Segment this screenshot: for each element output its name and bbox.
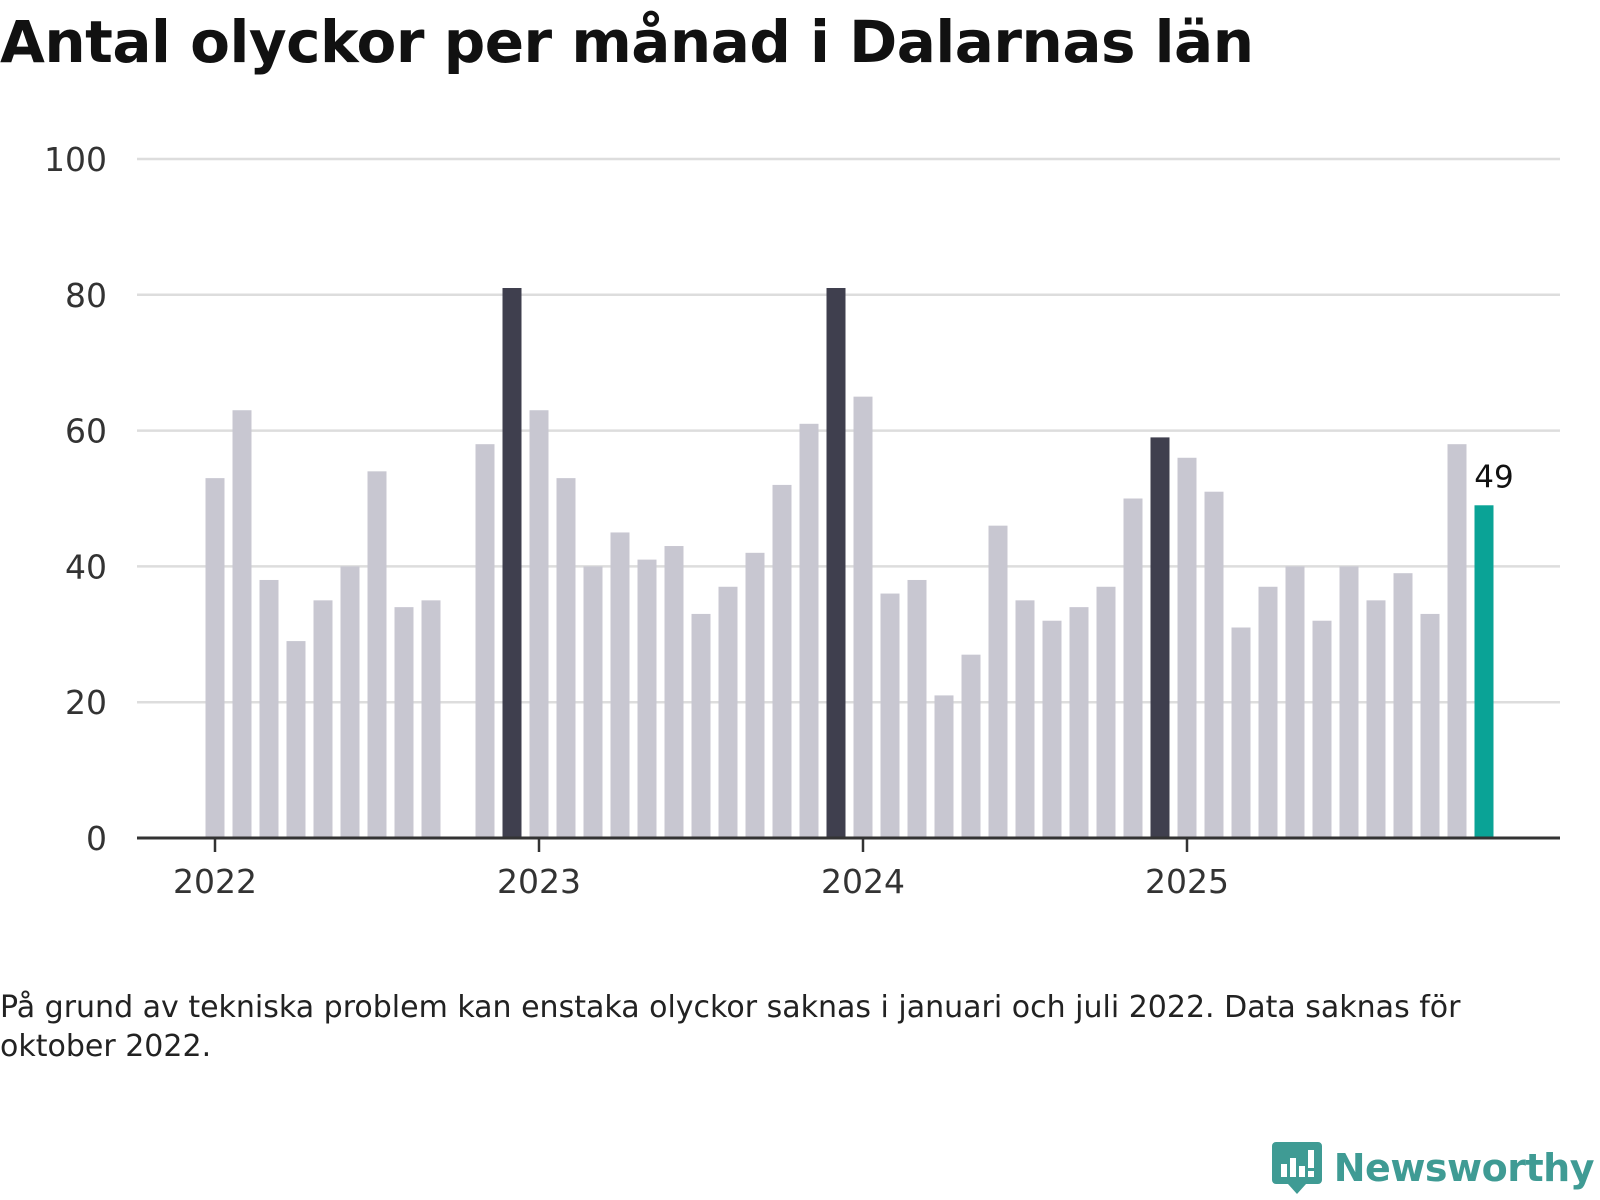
y-tick-label: 20 <box>65 683 107 722</box>
bar-2025-02[interactable] <box>1204 491 1224 838</box>
bar-2022-01[interactable] <box>205 478 225 838</box>
bar-2024-07[interactable] <box>1015 600 1035 838</box>
bar-2022-02[interactable] <box>232 410 252 838</box>
latest-value-label: 49 <box>1474 459 1513 495</box>
bar-2023-09[interactable] <box>745 552 765 838</box>
x-tick-label: 2024 <box>821 862 905 901</box>
bar-2024-10[interactable] <box>1096 586 1116 838</box>
bar-2024-11[interactable] <box>1123 498 1143 839</box>
y-tick-label: 80 <box>65 276 107 315</box>
bar-2024-05[interactable] <box>961 654 981 838</box>
bar-2022-11[interactable] <box>475 444 495 838</box>
bar-2023-11[interactable] <box>799 423 819 838</box>
bar-2023-04[interactable] <box>610 532 630 838</box>
bar-2023-10[interactable] <box>772 484 792 838</box>
x-tick-label: 2025 <box>1145 862 1229 901</box>
bar-2023-12[interactable] <box>826 288 846 838</box>
brand-name: Newsworthy <box>1333 1146 1595 1190</box>
y-tick-label: 60 <box>65 412 107 451</box>
bar-2025-06[interactable] <box>1312 620 1332 838</box>
bar-2023-06[interactable] <box>664 546 684 838</box>
bar-2025-09[interactable] <box>1393 573 1413 838</box>
bar-2024-08[interactable] <box>1042 620 1062 838</box>
x-tick-label: 2022 <box>173 862 257 901</box>
y-tick-label: 0 <box>86 819 107 858</box>
bar-2025-05[interactable] <box>1285 566 1305 838</box>
footnote: På grund av tekniska problem kan enstaka… <box>0 990 1461 1064</box>
newsworthy-logo-icon <box>1271 1142 1322 1194</box>
bar-2022-09[interactable] <box>421 600 441 838</box>
bar-2022-08[interactable] <box>394 607 414 838</box>
bar-chart: 0 20 40 60 80 100 2022 2023 2024 2025 49 <box>44 140 1560 901</box>
bar-2024-04[interactable] <box>934 695 954 838</box>
bar-2024-06[interactable] <box>988 525 1008 838</box>
bar-2025-12[interactable] <box>1474 505 1494 838</box>
bar-2025-07[interactable] <box>1339 566 1359 838</box>
y-tick-label: 40 <box>65 547 107 586</box>
bar-2023-08[interactable] <box>718 586 738 838</box>
bar-2023-02[interactable] <box>556 478 576 838</box>
bar-2022-12[interactable] <box>502 288 522 838</box>
bar-2023-03[interactable] <box>583 566 603 838</box>
bar-2024-12[interactable] <box>1150 437 1170 838</box>
bar-2023-01[interactable] <box>529 410 549 838</box>
brand-logo[interactable]: Newsworthy <box>1270 1136 1595 1200</box>
y-tick-label: 100 <box>44 140 107 179</box>
bar-2022-07[interactable] <box>367 471 387 838</box>
bar-2024-01[interactable] <box>853 396 873 838</box>
bar-2024-03[interactable] <box>907 579 927 838</box>
bar-2025-04[interactable] <box>1258 586 1278 838</box>
bar-2025-10[interactable] <box>1420 613 1440 838</box>
bar-2023-07[interactable] <box>691 613 711 838</box>
bar-2022-04[interactable] <box>286 641 306 838</box>
bar-2025-08[interactable] <box>1366 600 1386 838</box>
bar-2022-03[interactable] <box>259 579 279 838</box>
bar-2025-01[interactable] <box>1177 457 1197 838</box>
chart-title: Antal olyckor per månad i Dalarnas län <box>0 8 1254 76</box>
bar-2022-06[interactable] <box>340 566 360 838</box>
x-tick-label: 2023 <box>497 862 581 901</box>
bar-2024-09[interactable] <box>1069 607 1089 838</box>
bar-2023-05[interactable] <box>637 559 657 838</box>
bar-2025-03[interactable] <box>1231 627 1251 838</box>
bar-2022-05[interactable] <box>313 600 333 838</box>
bar-2025-11[interactable] <box>1447 444 1467 838</box>
bar-2024-02[interactable] <box>880 593 900 838</box>
